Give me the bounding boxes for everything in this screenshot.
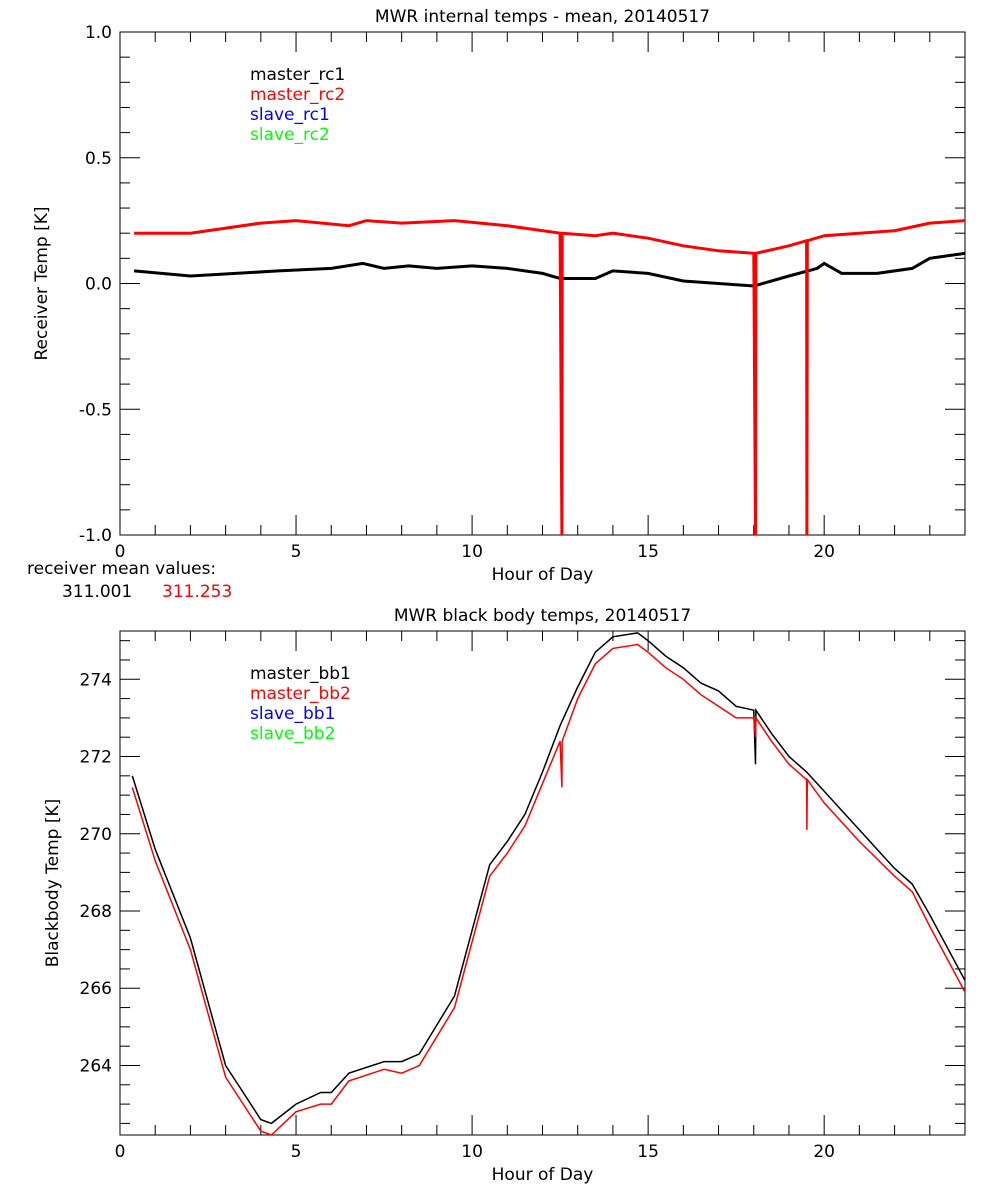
- legend-entry: master_rc1: [250, 65, 345, 85]
- x-axis-label: Hour of Day: [492, 1165, 594, 1185]
- series-line-master_bb1: [131, 632, 965, 1125]
- x-tick-label: 15: [637, 542, 659, 562]
- y-tick-label: 1.0: [85, 23, 112, 43]
- y-tick-label: 272: [80, 748, 112, 768]
- x-axis-label: Hour of Day: [492, 565, 594, 585]
- legend-entry: slave_bb2: [250, 724, 335, 744]
- legend-entry: slave_rc1: [250, 105, 330, 125]
- panel-2: 0 5 10 15 20 264 266 268 270 272 274 MWR black body…: [43, 606, 966, 1185]
- panel-1: 0 5 10 15 20 -1.0 -0.5 0.0 0.5 1.0 MWR internal te…: [32, 7, 966, 585]
- x-tick-label: 20: [813, 1142, 835, 1162]
- legend-entry: slave_bb1: [250, 704, 335, 724]
- x-tick-label: 5: [291, 1142, 302, 1162]
- legend-entry: master_bb2: [250, 684, 351, 704]
- series-line-master_bb2: [131, 643, 965, 1135]
- y-axis-label: Blackbody Temp [K]: [43, 799, 63, 968]
- receiver-mean-label: receiver mean values:: [27, 559, 217, 579]
- x-tick-label: 10: [461, 542, 483, 562]
- x-tick-label: 0: [115, 1142, 126, 1162]
- y-tick-label: 0.0: [85, 275, 112, 295]
- legend-entry: master_bb1: [250, 664, 351, 684]
- y-tick-label: 270: [80, 825, 112, 845]
- legend-entry: slave_rc2: [250, 125, 330, 145]
- y-tick-label: 264: [80, 1056, 112, 1076]
- y-tick-label: -0.5: [79, 400, 112, 420]
- y-tick-label: 0.5: [85, 149, 112, 169]
- receiver-mean-rc2: 311.253: [162, 582, 233, 602]
- x-tick-label: 5: [291, 542, 302, 562]
- y-axis-label: Receiver Temp [K]: [32, 206, 52, 360]
- x-tick-label: 10: [461, 1142, 483, 1162]
- y-tick-label: 274: [80, 670, 112, 690]
- plot-frame: [119, 31, 966, 536]
- plot-frame: [119, 630, 966, 1136]
- chart-title: MWR internal temps - mean, 20140517: [375, 7, 710, 27]
- series-line-master_rc2: [134, 219, 965, 535]
- x-tick-label: 0: [115, 542, 126, 562]
- x-tick-label: 20: [813, 542, 835, 562]
- y-tick-label: 266: [80, 979, 112, 999]
- receiver-mean-rc1: 311.001: [62, 582, 133, 602]
- series-line-master_rc1: [133, 251, 965, 288]
- chart-title: MWR black body temps, 20140517: [394, 606, 691, 626]
- y-tick-label: -1.0: [79, 526, 112, 546]
- x-tick-label: 15: [637, 1142, 659, 1162]
- legend-entry: master_rc2: [250, 85, 345, 105]
- y-tick-label: 268: [80, 902, 112, 922]
